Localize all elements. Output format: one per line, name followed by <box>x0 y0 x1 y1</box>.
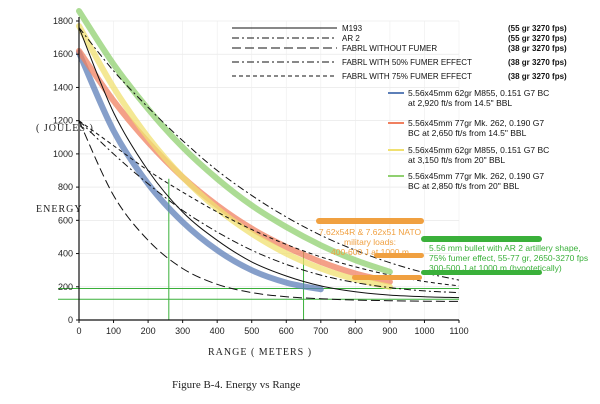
y-tick-label: 0 <box>68 315 73 325</box>
y-tick-labels: 0 200 400 600 800 1000 1200 1400 1600 1800 <box>53 16 79 325</box>
legend-detail: (55 gr 3270 fps) <box>508 24 567 33</box>
legend-label: M193 <box>342 24 363 33</box>
legend-label: 5.56x45mm 62gr M855, 0.151 G7 BC at 2,920… <box>408 88 549 108</box>
annotation-line: 400-600 J at 1000 m <box>331 247 409 257</box>
annotation-line: 75% fumer effect, 55-77 gr, 2650-3270 fp… <box>429 253 588 263</box>
legend-detail: (55 gr 3270 fps) <box>508 34 567 43</box>
x-tick-label: 1000 <box>414 326 434 336</box>
y-axis-unit: ( JOULES ) <box>36 123 94 134</box>
legend-label-line: 5.56x45mm 77gr Mk. 262, 0.190 G7 <box>408 171 544 181</box>
legend-label: FABRL WITHOUT FUMER <box>342 44 437 53</box>
band-2 <box>76 47 393 285</box>
axes <box>78 17 459 321</box>
annotation-bar <box>316 218 424 224</box>
legend-detail: (38 gr 3270 fps) <box>508 58 567 67</box>
annotation-bar <box>421 270 542 275</box>
y-tick-label: 400 <box>58 249 73 259</box>
legend-label-line: 5.56x45mm 62gr M855, 0.151 G7 BC <box>408 88 549 98</box>
legend-label-line: BC at 2,850 ft/s from 20" BBL <box>408 181 519 191</box>
legend-legacy: M193 (55 gr 3270 fps) AR 2 (55 gr 3270 fps)… <box>232 24 567 81</box>
annotation-bar <box>421 236 542 242</box>
band-1 <box>76 49 324 293</box>
legend-modern: 5.56x45mm 62gr M855, 0.151 G7 BC at 2,920… <box>388 88 549 191</box>
x-tick-label: 300 <box>175 326 190 336</box>
line-m193 <box>78 27 460 299</box>
band-4 <box>76 8 393 275</box>
legend-label: AR 2 <box>342 34 360 43</box>
legend-label: 5.56x45mm 77gr Mk. 262, 0.190 G7 BC at 2,… <box>408 171 544 191</box>
x-tick-label: 500 <box>244 326 259 336</box>
annotation-line: 300-500 J at 1000 m (hypotetically) <box>429 263 562 273</box>
legend-label: 5.56x45mm 62gr M855, 0.151 G7 BC at 3,150… <box>408 145 549 165</box>
annotation-bar <box>352 275 422 280</box>
y-tick-label: 1200 <box>53 116 73 126</box>
legend-label-line: 5.56x45mm 77gr Mk. 262, 0.190 G7 <box>408 118 544 128</box>
y-tick-label: 1000 <box>53 149 73 159</box>
legend-detail: (38 gr 3270 fps) <box>508 72 567 81</box>
legend-label-line: at 2,920 ft/s from 14.5" BBL <box>408 98 512 108</box>
annotation-text: 5.56 mm bullet with AR 2 artillery shape… <box>429 243 588 273</box>
y-tick-label: 200 <box>58 282 73 292</box>
annotation-bar <box>374 253 424 258</box>
legend-label: FABRL WITH 50% FUMER EFFECT <box>342 58 472 67</box>
figure-caption: Figure B-4. Energy vs Range <box>172 379 301 391</box>
x-tick-label: 1100 <box>449 326 468 336</box>
line-fabrl-with-75-fumer-effect <box>78 120 460 287</box>
x-tick-label: 600 <box>279 326 294 336</box>
legend-label: 5.56x45mm 77gr Mk. 262, 0.190 G7 BC at 2,… <box>408 118 544 138</box>
annotation-line: military loads: <box>344 237 396 247</box>
x-tick-label: 800 <box>348 326 363 336</box>
y-tick-label: 600 <box>58 215 73 225</box>
x-tick-label: 200 <box>141 326 156 336</box>
legend-label: FABRL WITH 75% FUMER EFFECT <box>342 72 472 81</box>
annotation-text: 7.62x54R & 7.62x51 NATO military loads: 40… <box>319 227 422 257</box>
legend-label-line: BC at 2,650 ft/s from 14.5" BBL <box>408 128 527 138</box>
legend-detail: (38 gr 3270 fps) <box>508 44 567 53</box>
y-tick-label: 1800 <box>53 16 73 26</box>
legend-label-line: 5.56x45mm 62gr M855, 0.151 G7 BC <box>408 145 549 155</box>
annotations: 7.62x54R & 7.62x51 NATO military loads: 40… <box>316 218 588 280</box>
x-tick-label: 900 <box>382 326 397 336</box>
y-tick-label: 800 <box>58 182 73 192</box>
line-fabrl-without-fumer <box>78 120 460 302</box>
x-tick-label: 700 <box>313 326 328 336</box>
x-tick-label: 0 <box>76 326 81 336</box>
annotation-line: 5.56 mm bullet with AR 2 artillery shape… <box>429 243 581 253</box>
x-tick-label: 400 <box>210 326 225 336</box>
legend-label-line: at 3,150 ft/s from 20" BBL <box>408 155 505 165</box>
y-tick-label: 1400 <box>53 82 73 92</box>
line-fabrl-with-50-fumer-effect <box>78 120 460 294</box>
annotation-line: 7.62x54R & 7.62x51 NATO <box>319 227 422 237</box>
line-ar-2 <box>78 27 460 281</box>
y-axis-label: ENERGY <box>36 204 83 215</box>
x-tick-label: 100 <box>106 326 121 336</box>
y-tick-label: 1600 <box>53 49 73 59</box>
x-tick-labels: 0 100 200 300 400 500 600 700 800 900 1000 1100 <box>76 320 469 336</box>
x-axis-label: RANGE ( METERS ) <box>208 347 312 358</box>
